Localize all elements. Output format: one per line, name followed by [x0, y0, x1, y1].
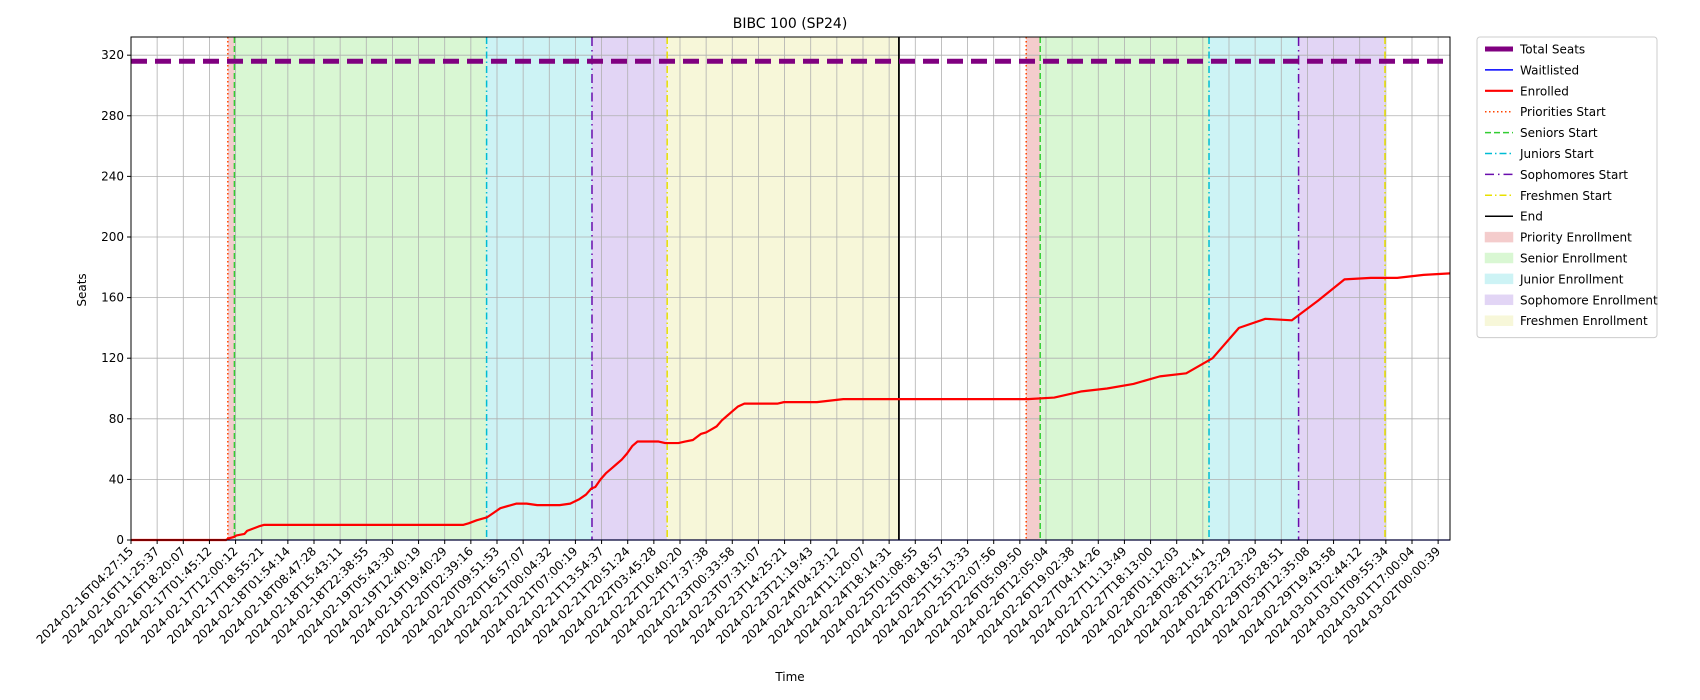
legend-label-waitlisted: Waitlisted: [1520, 63, 1579, 77]
chart-title: BIBC 100 (SP24): [733, 16, 848, 32]
series-enrolled: [131, 272, 1451, 542]
y-tick-label: 160: [101, 291, 124, 305]
plot-area: 040801201602002402803202024-02-16T04:27:…: [34, 36, 1451, 647]
legend-swatch-senior-enrollment: [1484, 252, 1514, 264]
legend-label-sophomores-start: Sophomores Start: [1520, 168, 1628, 182]
y-tick-label: 240: [101, 169, 124, 183]
legend-label-senior-enrollment: Senior Enrollment: [1520, 252, 1628, 266]
legend: Total Seats Waitlisted Enrolled Priorities …: [1476, 36, 1658, 339]
legend-label-priorities-start: Priorities Start: [1520, 105, 1606, 119]
span-junior-enrollment-1: [1209, 37, 1299, 540]
y-tick-label: 80: [109, 412, 124, 426]
span-priority-enrollment-0: [227, 37, 235, 540]
y-tick-label: 120: [101, 351, 124, 365]
legend-swatch-freshmen-enrollment: [1484, 315, 1514, 326]
legend-label-end: End: [1520, 210, 1543, 224]
legend-label-seniors-start: Seniors Start: [1520, 126, 1598, 140]
y-tick-label: 40: [109, 472, 124, 486]
y-tick-label: 280: [101, 109, 124, 123]
legend-label-juniors-start: Juniors Start: [1519, 147, 1594, 161]
y-tick-label: 0: [116, 533, 124, 547]
axes-frame: [130, 36, 1451, 541]
legend-swatch-priority-enrollment: [1484, 231, 1514, 243]
legend-label-junior-enrollment: Junior Enrollment: [1519, 272, 1624, 286]
legend-label-enrolled: Enrolled: [1520, 84, 1569, 98]
legend-label-priority-enrollment: Priority Enrollment: [1520, 231, 1632, 245]
legend-label-sophomore-enrollment: Sophomore Enrollment: [1520, 293, 1658, 307]
span-sophomore-enrollment-0: [591, 37, 668, 540]
y-tick-label: 320: [101, 48, 124, 62]
y-axis-label: Seats: [75, 273, 89, 306]
span-junior-enrollment-0: [486, 37, 592, 540]
legend-frame: [1476, 36, 1658, 339]
legend-swatch-sophomore-enrollment: [1484, 294, 1514, 306]
span-sophomore-enrollment-1: [1298, 37, 1385, 540]
span-priority-enrollment-1: [1026, 37, 1041, 540]
legend-swatch-junior-enrollment: [1484, 273, 1514, 285]
y-tick-label: 200: [101, 230, 124, 244]
span-freshmen-enrollment-0: [667, 37, 899, 540]
legend-label-freshmen-enrollment: Freshmen Enrollment: [1520, 314, 1648, 328]
legend-label-total-seats: Total Seats: [1519, 43, 1585, 57]
x-axis-label: Time: [774, 670, 804, 684]
legend-label-freshmen-start: Freshmen Start: [1520, 189, 1612, 203]
span-senior-enrollment-0: [234, 37, 487, 540]
